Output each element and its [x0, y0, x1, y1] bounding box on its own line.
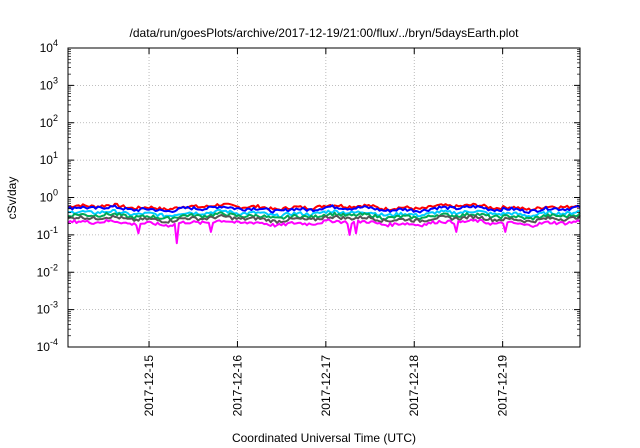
x-tick-label: 2017-12-17: [319, 355, 333, 417]
y-tick-label: 104: [40, 38, 58, 55]
y-tick-label: 10-4: [37, 337, 58, 354]
series-line: [67, 204, 581, 214]
series-line: [67, 211, 581, 221]
x-tick-label: 2017-12-16: [230, 355, 244, 417]
series-line: [67, 202, 581, 212]
y-tick-label: 102: [40, 113, 58, 130]
series-group: [67, 202, 581, 245]
x-axis: 2017-12-15 2017-12-16 2017-12-17 2017-12-18…: [142, 48, 510, 416]
y-tick-label: 103: [40, 75, 58, 92]
y-axis-label: cSv/day: [5, 177, 19, 220]
y-tick-label: 101: [40, 150, 58, 167]
y-tick-label: 10-1: [37, 225, 58, 242]
y-tick-label: 10-3: [37, 300, 58, 317]
x-tick-label: 2017-12-18: [407, 355, 421, 417]
chart-title: /data/run/goesPlots/archive/2017-12-19/2…: [130, 26, 520, 40]
x-tick-label: 2017-12-19: [496, 355, 510, 417]
series-line: [67, 208, 580, 219]
series-line: [67, 214, 581, 224]
x-tick-label: 2017-12-15: [142, 355, 156, 417]
y-tick-label: 10-2: [37, 262, 58, 279]
grid: [68, 48, 580, 347]
x-axis-label: Coordinated Universal Time (UTC): [232, 431, 416, 445]
y-tick-label: 100: [40, 188, 58, 205]
y-axis: 10-4 10-3 10-2 10-1 100 101 102 103 104: [37, 38, 580, 354]
series-line: [67, 218, 581, 245]
